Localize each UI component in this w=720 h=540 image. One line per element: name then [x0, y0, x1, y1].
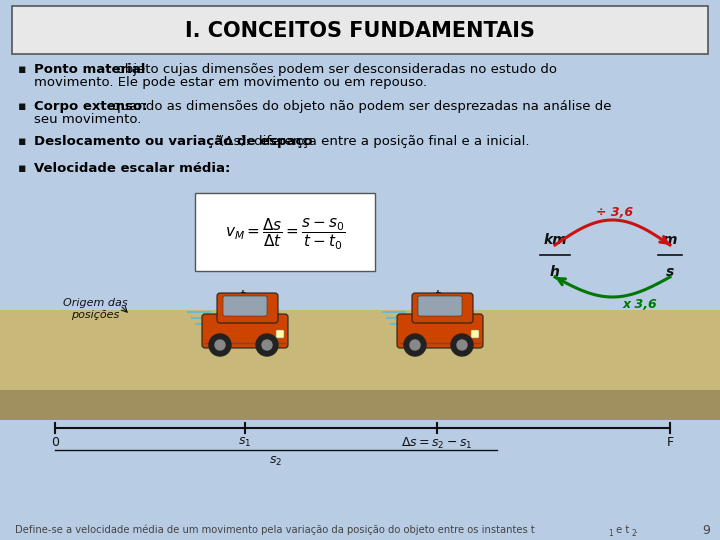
Text: x 3,6: x 3,6 — [623, 299, 657, 312]
Text: 9: 9 — [702, 523, 710, 537]
Text: $\Delta s = s_2 - s_1$: $\Delta s = s_2 - s_1$ — [401, 436, 473, 451]
Text: $v_M = \dfrac{\Delta s}{\Delta t} = \dfrac{s - s_0}{t - t_0}$: $v_M = \dfrac{\Delta s}{\Delta t} = \dfr… — [225, 216, 345, 252]
Text: quando as dimensões do objeto não podem ser desprezadas na análise de: quando as dimensões do objeto não podem … — [109, 100, 612, 113]
FancyBboxPatch shape — [195, 193, 375, 271]
Text: $t_2$: $t_2$ — [433, 288, 446, 305]
Text: e t: e t — [613, 525, 629, 535]
Text: ▪: ▪ — [18, 135, 27, 148]
FancyBboxPatch shape — [418, 296, 462, 316]
FancyBboxPatch shape — [202, 314, 288, 348]
Circle shape — [256, 334, 278, 356]
FancyBboxPatch shape — [217, 293, 278, 323]
Text: $s_1$: $s_1$ — [238, 436, 251, 449]
Text: seu movimento.: seu movimento. — [34, 113, 141, 126]
Text: 0: 0 — [51, 436, 59, 449]
Circle shape — [404, 334, 426, 356]
Text: $t_1$: $t_1$ — [238, 288, 251, 305]
FancyBboxPatch shape — [223, 296, 267, 316]
Circle shape — [262, 340, 272, 350]
Text: movimento. Ele pode estar em movimento ou em repouso.: movimento. Ele pode estar em movimento o… — [34, 76, 427, 89]
Bar — [0, 390, 720, 420]
Text: Ponto material: Ponto material — [34, 63, 145, 76]
Text: F: F — [667, 436, 674, 449]
Text: 1: 1 — [608, 529, 613, 537]
Text: .: . — [635, 525, 638, 535]
Text: ▪: ▪ — [18, 63, 27, 76]
Text: (Δs): diferença entre a posição final e a inicial.: (Δs): diferença entre a posição final e … — [215, 135, 529, 148]
Text: Deslocamento ou variação de espaço: Deslocamento ou variação de espaço — [34, 135, 312, 148]
FancyBboxPatch shape — [471, 330, 479, 338]
Text: ÷ 3,6: ÷ 3,6 — [596, 206, 634, 219]
Text: I. CONCEITOS FUNDAMENTAIS: I. CONCEITOS FUNDAMENTAIS — [185, 21, 535, 41]
Text: h: h — [550, 265, 560, 279]
Circle shape — [410, 340, 420, 350]
Circle shape — [457, 340, 467, 350]
Text: Origem das
posições: Origem das posições — [63, 298, 127, 320]
Text: km: km — [543, 233, 567, 247]
Text: Define-se a velocidade média de um movimento pela variação da posição do objeto : Define-se a velocidade média de um movim… — [15, 525, 535, 535]
Text: ▪: ▪ — [18, 162, 27, 175]
FancyBboxPatch shape — [276, 330, 284, 338]
Text: $s_2$: $s_2$ — [269, 455, 282, 468]
Circle shape — [209, 334, 231, 356]
FancyBboxPatch shape — [412, 293, 473, 323]
Text: 2: 2 — [632, 529, 636, 537]
Text: m: m — [662, 233, 678, 247]
FancyBboxPatch shape — [12, 6, 708, 54]
Text: ▪: ▪ — [18, 100, 27, 113]
Circle shape — [215, 340, 225, 350]
Circle shape — [451, 334, 473, 356]
Bar — [0, 310, 720, 390]
Text: s: s — [666, 265, 674, 279]
Text: Corpo extenso:: Corpo extenso: — [34, 100, 148, 113]
Text: Velocidade escalar média:: Velocidade escalar média: — [34, 162, 230, 175]
Text: : objeto cujas dimensões podem ser desconsideradas no estudo do: : objeto cujas dimensões podem ser desco… — [109, 63, 557, 76]
FancyBboxPatch shape — [397, 314, 483, 348]
